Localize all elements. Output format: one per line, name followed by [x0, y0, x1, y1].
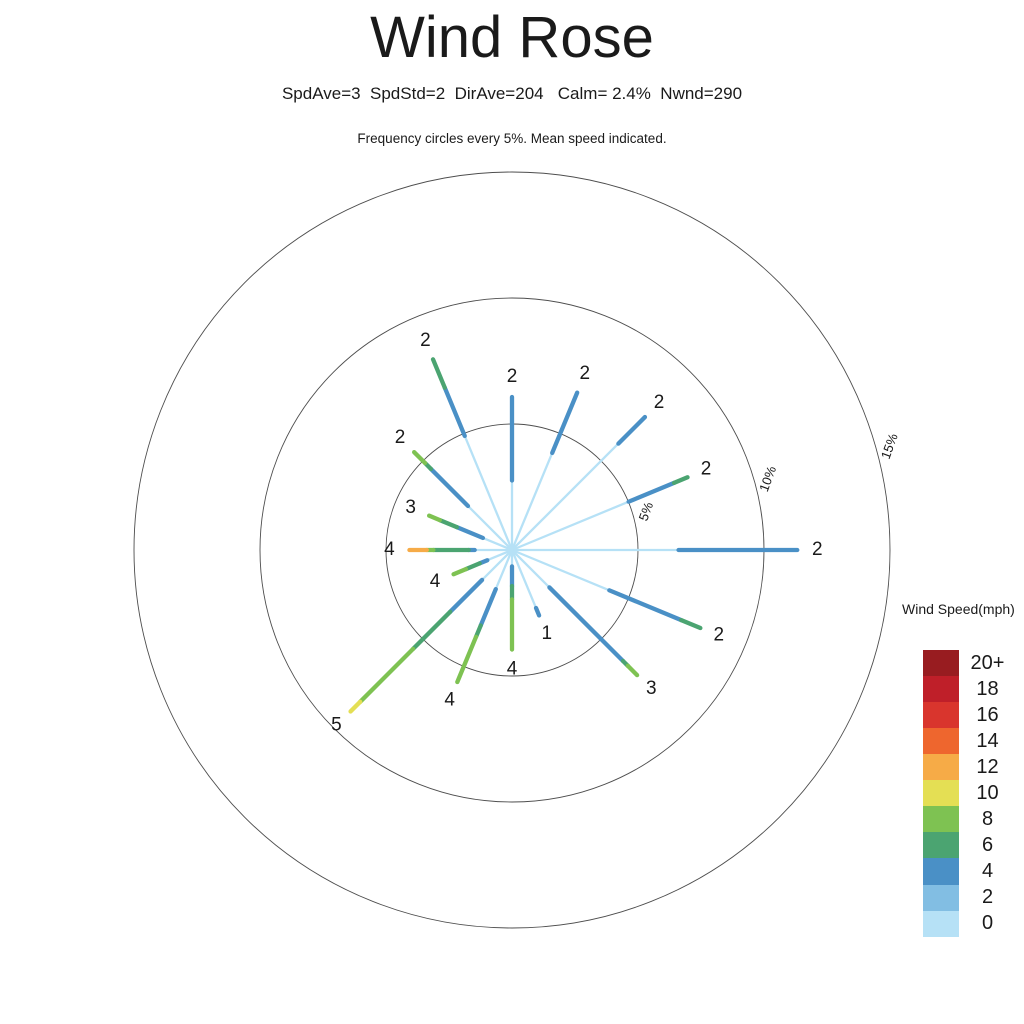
svg-text:4: 4 — [507, 659, 518, 680]
svg-text:3: 3 — [405, 497, 416, 518]
svg-text:1: 1 — [541, 623, 552, 644]
svg-text:2: 2 — [580, 363, 591, 384]
svg-text:5%: 5% — [636, 500, 657, 523]
svg-text:2: 2 — [507, 366, 518, 387]
svg-text:3: 3 — [646, 678, 657, 699]
svg-text:2: 2 — [812, 539, 823, 560]
svg-text:2: 2 — [654, 392, 665, 413]
svg-text:4: 4 — [430, 571, 441, 592]
svg-text:4: 4 — [384, 539, 395, 560]
svg-text:2: 2 — [420, 330, 431, 351]
svg-text:2: 2 — [714, 625, 725, 646]
svg-text:15%: 15% — [878, 431, 901, 461]
svg-text:5: 5 — [331, 715, 342, 736]
svg-text:2: 2 — [701, 459, 712, 480]
svg-text:2: 2 — [395, 427, 406, 448]
svg-text:10%: 10% — [756, 464, 779, 494]
svg-text:4: 4 — [444, 690, 455, 711]
